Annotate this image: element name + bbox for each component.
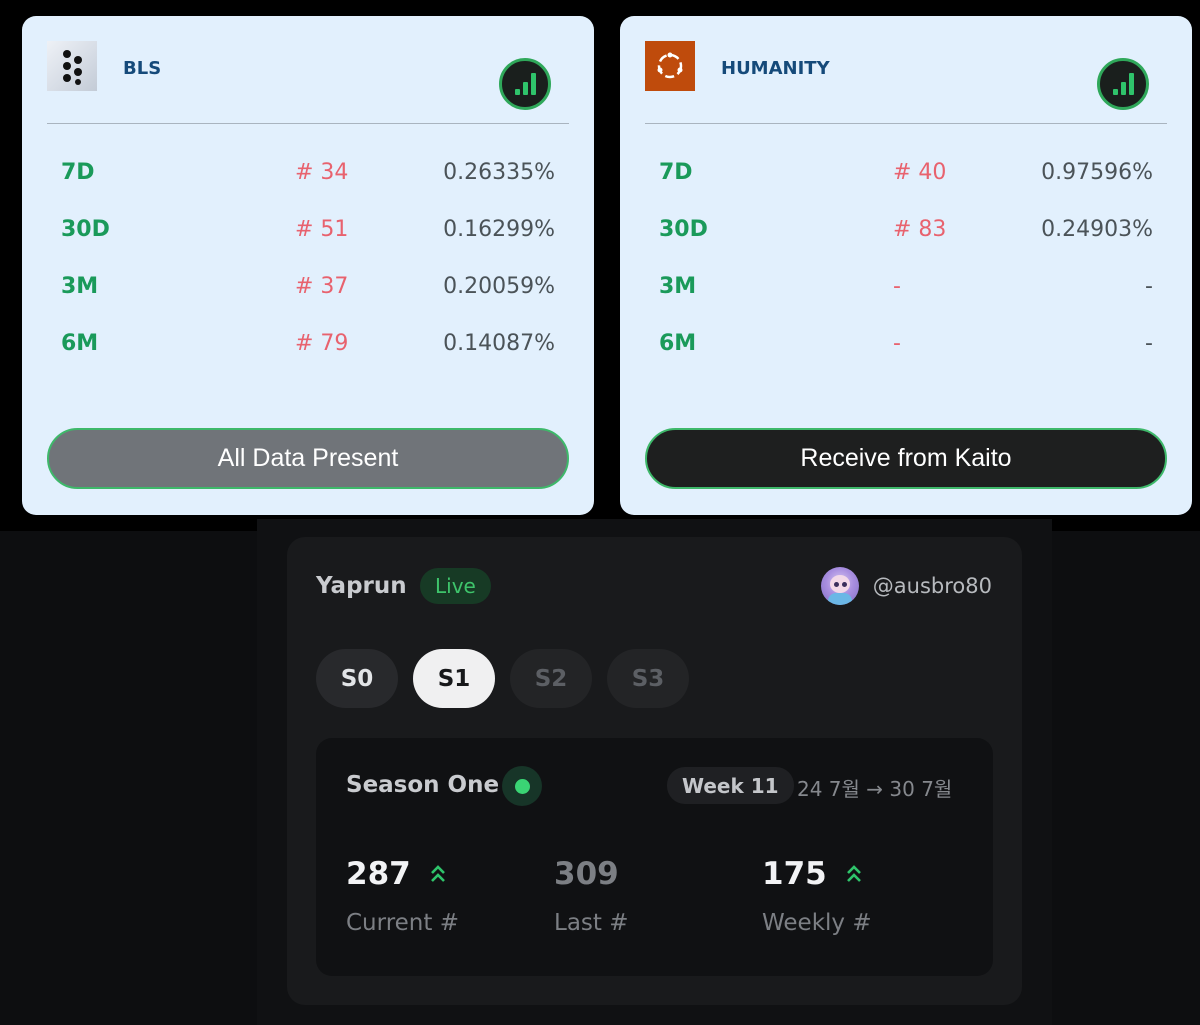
stat-percent: - <box>1145 331 1153 356</box>
stat-percent: - <box>1145 274 1153 299</box>
stat-rank: # 34 <box>295 160 349 185</box>
stat-period: 7D <box>659 160 693 185</box>
current-rank-label: Current # <box>346 910 459 936</box>
bls-card: BLS 7D # 34 0.26335% 30D # 51 0.16299% 3… <box>22 16 594 515</box>
stat-rank: - <box>893 274 901 299</box>
stat-rank: # 79 <box>295 331 349 356</box>
weekly-rank-value: 175 <box>762 856 827 892</box>
last-rank-stat: 309 Last # <box>554 856 629 936</box>
stat-row: 7D # 40 0.97596% <box>645 146 1167 203</box>
stat-row: 3M - - <box>645 260 1167 317</box>
stat-rank: # 40 <box>893 160 947 185</box>
last-rank-value: 309 <box>554 856 619 892</box>
stats-list: 7D # 34 0.26335% 30D # 51 0.16299% 3M # … <box>47 146 569 374</box>
stat-percent: 0.97596% <box>1041 160 1153 185</box>
stat-rank: # 51 <box>295 217 349 242</box>
stat-row: 30D # 51 0.16299% <box>47 203 569 260</box>
stat-period: 6M <box>659 331 697 356</box>
humanity-logo-icon <box>645 41 695 91</box>
stat-row: 7D # 34 0.26335% <box>47 146 569 203</box>
weekly-rank-label: Weekly # <box>762 910 872 936</box>
stat-rank: # 37 <box>295 274 349 299</box>
stat-percent: 0.16299% <box>443 217 555 242</box>
user-profile[interactable]: @ausbro80 <box>820 567 992 605</box>
season-name: Season One <box>346 772 500 798</box>
weekly-rank-stat: 175 Weekly # <box>762 856 872 936</box>
yaprun-panel: Yaprun Live @ausbro80 S0 S1 S2 S3 Season… <box>287 537 1022 1005</box>
avatar[interactable] <box>820 567 859 605</box>
stat-period: 6M <box>61 331 99 356</box>
all-data-present-button[interactable]: All Data Present <box>47 428 569 489</box>
current-rank-value: 287 <box>346 856 411 892</box>
user-handle[interactable]: @ausbro80 <box>872 574 992 598</box>
date-range: 24 7월 → 30 7월 <box>797 777 953 801</box>
stat-rank: # 83 <box>893 217 947 242</box>
stat-row: 3M # 37 0.20059% <box>47 260 569 317</box>
stat-period: 3M <box>61 274 99 299</box>
bls-logo-icon <box>47 41 97 91</box>
live-dot-icon <box>502 766 542 806</box>
signal-strength-icon[interactable] <box>1097 58 1149 110</box>
stat-row: 30D # 83 0.24903% <box>645 203 1167 260</box>
season-tab-s1[interactable]: S1 <box>413 649 495 708</box>
project-name: BLS <box>123 58 162 79</box>
stat-period: 7D <box>61 160 95 185</box>
season-tab-s3[interactable]: S3 <box>607 649 689 708</box>
stat-percent: 0.14087% <box>443 331 555 356</box>
stat-period: 3M <box>659 274 697 299</box>
stat-rank: - <box>893 331 901 356</box>
double-chevron-up-icon <box>846 865 861 882</box>
season-tabs: S0 S1 S2 S3 <box>316 649 689 708</box>
divider <box>47 123 569 124</box>
stat-percent: 0.24903% <box>1041 217 1153 242</box>
stat-row: 6M # 79 0.14087% <box>47 317 569 374</box>
double-chevron-up-icon <box>430 865 445 882</box>
stats-list: 7D # 40 0.97596% 30D # 83 0.24903% 3M - … <box>645 146 1167 374</box>
current-rank-stat: 287 Current # <box>346 856 459 936</box>
season-card: Season One Week 11 24 7월 → 30 7월 287 Cur… <box>316 738 993 976</box>
humanity-card: HUMANITY 7D # 40 0.97596% 30D # 83 0.249… <box>620 16 1192 515</box>
week-badge: Week 11 <box>667 767 794 804</box>
stat-percent: 0.20059% <box>443 274 555 299</box>
last-rank-label: Last # <box>554 910 629 936</box>
live-status-badge: Live <box>420 568 491 604</box>
divider <box>645 123 1167 124</box>
signal-strength-icon[interactable] <box>499 58 551 110</box>
stat-row: 6M - - <box>645 317 1167 374</box>
stat-period: 30D <box>61 217 110 242</box>
project-name: HUMANITY <box>721 58 830 79</box>
stat-percent: 0.26335% <box>443 160 555 185</box>
season-tab-s2[interactable]: S2 <box>510 649 592 708</box>
yaprun-title: Yaprun <box>316 573 407 599</box>
stat-period: 30D <box>659 217 708 242</box>
receive-from-kaito-button[interactable]: Receive from Kaito <box>645 428 1167 489</box>
season-tab-s0[interactable]: S0 <box>316 649 398 708</box>
